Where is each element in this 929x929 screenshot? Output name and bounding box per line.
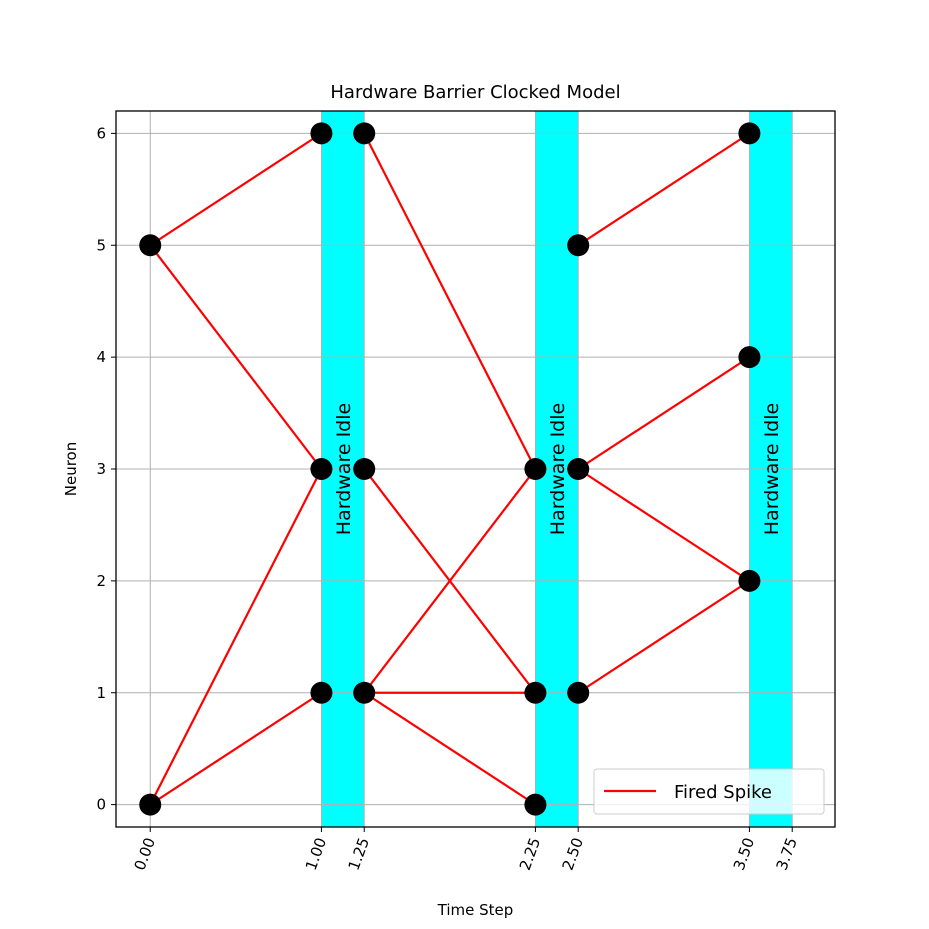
spike-point — [353, 458, 376, 480]
spike-point — [567, 681, 590, 704]
spike-point — [567, 234, 590, 257]
spike-point — [310, 122, 333, 145]
legend-box — [593, 768, 825, 815]
spike-line — [577, 468, 751, 582]
y-tick-label: 6 — [96, 124, 106, 142]
spike-line — [149, 244, 323, 470]
y-tick-label: 1 — [96, 684, 106, 702]
spike-point — [310, 458, 333, 480]
y-axis-label: Neuron — [62, 442, 80, 496]
spike-line — [149, 468, 323, 806]
spike-line — [363, 468, 537, 694]
spike-lines — [149, 132, 751, 806]
spike-point — [139, 234, 162, 257]
idle-band-label: Hardware Idle — [761, 403, 783, 535]
spike-point — [524, 681, 547, 704]
spike-point — [139, 793, 162, 816]
idle-band-label: Hardware Idle — [547, 403, 569, 535]
spike-line — [577, 579, 751, 694]
idle-band-labels: Hardware Idle Hardware Idle Hardware Idle — [333, 403, 783, 535]
chart-title: Hardware Barrier Clocked Model — [330, 82, 620, 103]
spike-point — [738, 122, 761, 145]
spike-point — [524, 458, 547, 480]
y-tick-label: 5 — [96, 236, 106, 254]
spike-points — [139, 122, 761, 816]
spike-point — [738, 569, 761, 592]
y-tick-label: 0 — [96, 796, 106, 814]
spike-point — [524, 793, 547, 816]
y-axis-ticks: 0 1 2 3 4 5 6 — [96, 124, 116, 814]
legend: Fired Spike — [593, 768, 825, 815]
x-axis-label: Time Step — [437, 901, 514, 919]
spike-point — [567, 458, 590, 480]
idle-band-label: Hardware Idle — [333, 403, 355, 535]
spike-line — [577, 356, 751, 470]
spike-line — [363, 691, 537, 806]
spike-line — [577, 132, 751, 247]
y-tick-label: 4 — [96, 348, 106, 366]
y-tick-label: 2 — [96, 572, 106, 590]
y-tick-label: 3 — [96, 460, 106, 478]
spike-point — [310, 681, 333, 704]
legend-label: Fired Spike — [674, 782, 772, 803]
spike-line — [363, 132, 537, 470]
spike-line — [149, 691, 323, 806]
spike-point — [353, 122, 376, 145]
spike-line — [149, 132, 323, 247]
spike-point — [738, 346, 761, 369]
spike-point — [353, 681, 376, 704]
